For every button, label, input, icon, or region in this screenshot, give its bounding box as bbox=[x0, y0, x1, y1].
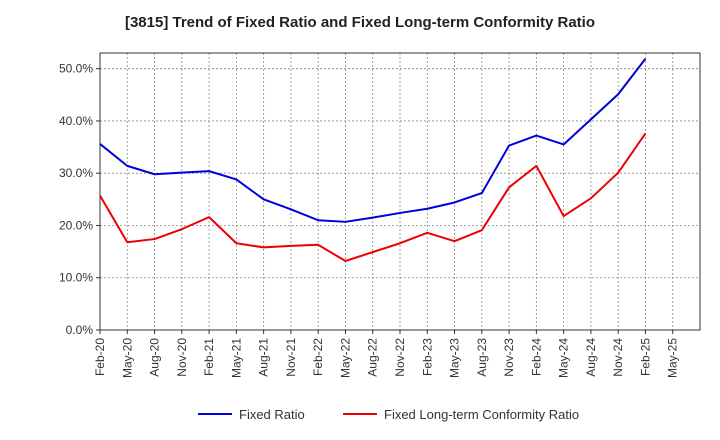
series-lines bbox=[99, 58, 647, 263]
x-tick-label: Aug-20 bbox=[148, 338, 162, 377]
x-tick-label: May-24 bbox=[557, 338, 571, 378]
x-tick-label: May-23 bbox=[448, 338, 462, 378]
series-line-fixed-ratio bbox=[99, 58, 647, 223]
x-tick-label: Feb-22 bbox=[311, 338, 325, 376]
x-tick-label: Nov-23 bbox=[502, 338, 516, 377]
gridlines bbox=[100, 53, 700, 330]
y-tick-label: 50.0% bbox=[59, 62, 93, 76]
legend: Fixed Ratio Fixed Long-term Conformity Ra… bbox=[198, 407, 579, 422]
x-tick-label: Feb-21 bbox=[202, 338, 216, 376]
x-tick-label: Nov-22 bbox=[393, 338, 407, 377]
x-tick-label: Feb-24 bbox=[529, 338, 543, 376]
y-tick-label: 20.0% bbox=[59, 218, 93, 232]
x-tick-label: Feb-23 bbox=[420, 338, 434, 376]
x-tick-label: May-20 bbox=[120, 338, 134, 378]
x-tick-label: May-25 bbox=[666, 338, 680, 378]
x-tick-label: May-22 bbox=[338, 338, 352, 378]
legend-label: Fixed Long-term Conformity Ratio bbox=[384, 407, 579, 422]
chart-title: [3815] Trend of Fixed Ratio and Fixed Lo… bbox=[124, 14, 596, 31]
y-tick-label: 10.0% bbox=[59, 271, 93, 285]
y-tick-label: 30.0% bbox=[59, 166, 93, 180]
x-tick-label: May-21 bbox=[229, 338, 243, 378]
x-tick-label: Feb-20 bbox=[93, 338, 107, 376]
x-tick-label: Aug-23 bbox=[475, 338, 489, 377]
x-tick-label: Nov-21 bbox=[284, 338, 298, 377]
x-tick-label: Nov-24 bbox=[611, 338, 625, 377]
x-tick-label: Aug-21 bbox=[257, 338, 271, 377]
x-tick-label: Aug-24 bbox=[584, 338, 598, 377]
y-axis-ticks: 0.0% 10.0% 20.0% 30.0% 40.0% 50.0% bbox=[59, 62, 100, 337]
y-tick-label: 40.0% bbox=[59, 114, 93, 128]
x-axis-ticks: Feb-20 May-20 Aug-20 Nov-20 Feb-21 May-21 Aug-… bbox=[93, 330, 680, 378]
x-tick-label: Nov-20 bbox=[175, 338, 189, 377]
x-tick-label: Feb-25 bbox=[638, 338, 652, 376]
y-tick-label: 0.0% bbox=[66, 323, 94, 337]
legend-label: Fixed Ratio bbox=[239, 407, 305, 422]
series-line-fixed-long-term-conformity-ratio bbox=[99, 132, 647, 263]
x-tick-label: Aug-22 bbox=[366, 338, 380, 377]
